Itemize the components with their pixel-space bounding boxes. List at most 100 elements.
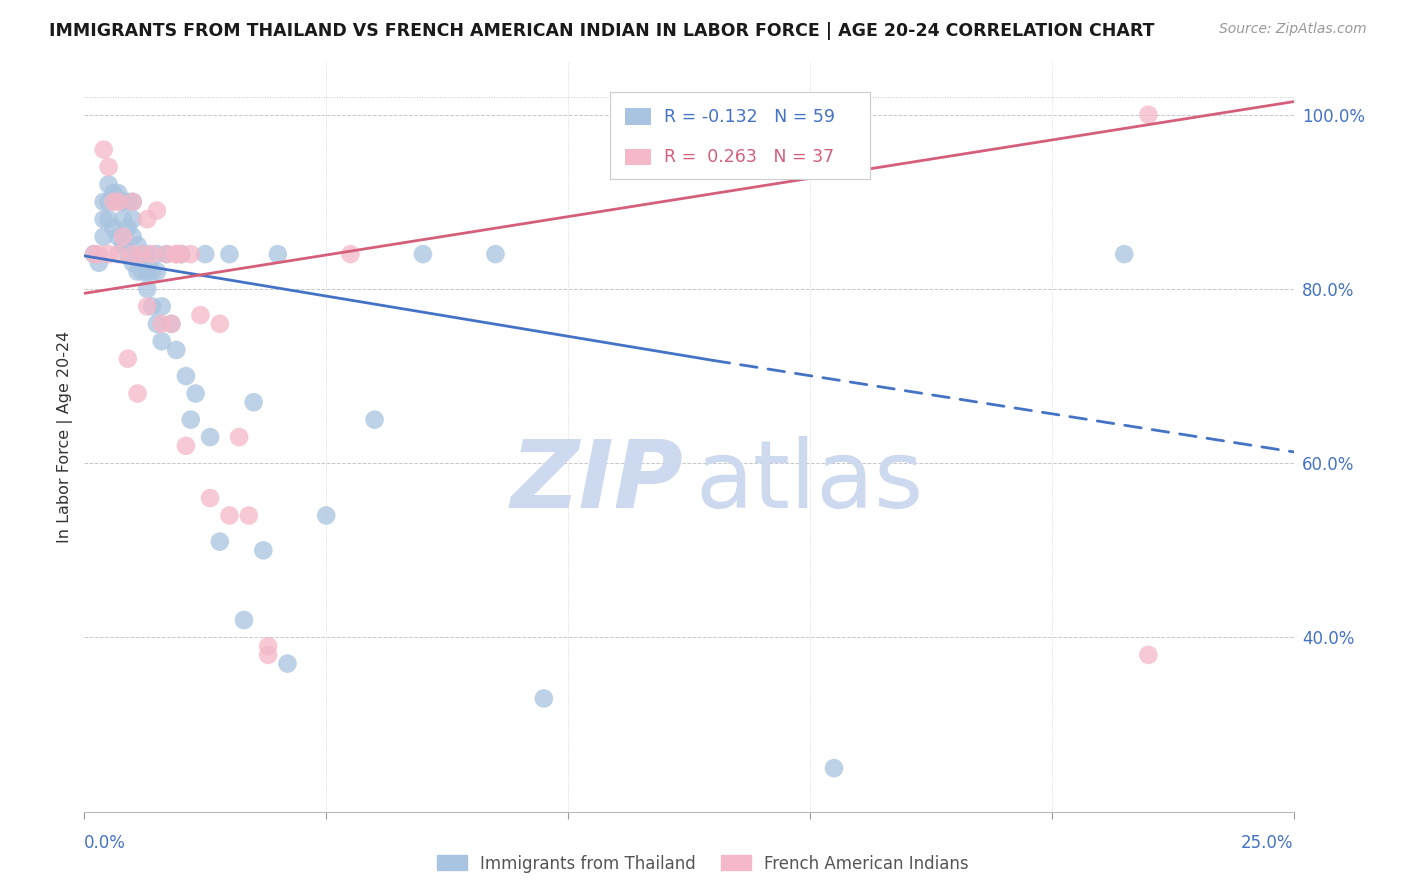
Point — [1114, 247, 1136, 261]
Point — [93, 212, 115, 227]
Point — [103, 186, 125, 201]
Point — [97, 160, 120, 174]
Point — [184, 386, 207, 401]
Point — [198, 430, 221, 444]
Point — [276, 657, 298, 671]
Point — [533, 691, 555, 706]
Point — [112, 229, 135, 244]
Point — [107, 186, 129, 201]
Point — [155, 247, 177, 261]
Text: IMMIGRANTS FROM THAILAND VS FRENCH AMERICAN INDIAN IN LABOR FORCE | AGE 20-24 CO: IMMIGRANTS FROM THAILAND VS FRENCH AMERI… — [49, 22, 1154, 40]
Point — [117, 351, 139, 366]
Point — [174, 369, 197, 384]
Point — [83, 247, 105, 261]
Point — [121, 194, 143, 209]
Point — [93, 143, 115, 157]
Point — [121, 194, 143, 209]
Point — [141, 299, 163, 313]
Point — [412, 247, 434, 261]
Point — [121, 256, 143, 270]
Point — [170, 247, 193, 261]
Point — [83, 247, 105, 261]
Point — [238, 508, 260, 523]
Point — [150, 317, 173, 331]
Text: Source: ZipAtlas.com: Source: ZipAtlas.com — [1219, 22, 1367, 37]
Point — [121, 212, 143, 227]
Point — [180, 412, 202, 426]
Point — [150, 299, 173, 313]
Point — [112, 238, 135, 252]
Point — [97, 247, 120, 261]
Text: 0.0%: 0.0% — [84, 833, 127, 852]
Point — [141, 264, 163, 278]
Point — [155, 247, 177, 261]
Point — [363, 412, 385, 426]
Point — [218, 247, 240, 261]
Point — [136, 282, 159, 296]
Point — [823, 761, 845, 775]
Point — [1137, 648, 1160, 662]
Point — [146, 247, 169, 261]
FancyBboxPatch shape — [610, 93, 870, 178]
Point — [141, 247, 163, 261]
Point — [107, 247, 129, 261]
Point — [180, 247, 202, 261]
Point — [127, 264, 149, 278]
Point — [97, 212, 120, 227]
Text: R =  0.263   N = 37: R = 0.263 N = 37 — [664, 148, 834, 166]
Point — [87, 256, 110, 270]
Point — [484, 247, 506, 261]
Point — [131, 264, 153, 278]
Point — [190, 308, 212, 322]
Point — [146, 317, 169, 331]
Point — [103, 194, 125, 209]
Point — [150, 334, 173, 349]
Point — [218, 508, 240, 523]
Point — [315, 508, 337, 523]
Point — [146, 203, 169, 218]
Point — [112, 194, 135, 209]
Point — [146, 264, 169, 278]
Text: 25.0%: 25.0% — [1241, 833, 1294, 852]
Point — [160, 317, 183, 331]
Point — [107, 229, 129, 244]
Point — [242, 395, 264, 409]
Point — [121, 229, 143, 244]
Point — [97, 178, 120, 192]
Point — [252, 543, 274, 558]
Point — [93, 229, 115, 244]
Point — [194, 247, 217, 261]
Point — [127, 238, 149, 252]
Point — [170, 247, 193, 261]
Point — [257, 639, 280, 653]
Point — [112, 212, 135, 227]
Point — [117, 221, 139, 235]
Text: ZIP: ZIP — [510, 436, 683, 528]
Point — [127, 386, 149, 401]
Point — [165, 343, 187, 357]
Point — [136, 264, 159, 278]
Point — [233, 613, 256, 627]
Point — [121, 247, 143, 261]
Point — [267, 247, 290, 261]
Point — [174, 439, 197, 453]
Point — [117, 247, 139, 261]
Point — [165, 247, 187, 261]
Point — [257, 648, 280, 662]
Text: atlas: atlas — [695, 436, 924, 528]
Point — [97, 194, 120, 209]
Text: R = -0.132   N = 59: R = -0.132 N = 59 — [664, 108, 835, 126]
Point — [107, 194, 129, 209]
Point — [93, 194, 115, 209]
Legend: Immigrants from Thailand, French American Indians: Immigrants from Thailand, French America… — [430, 848, 976, 880]
FancyBboxPatch shape — [624, 149, 651, 165]
Point — [87, 247, 110, 261]
Point — [131, 247, 153, 261]
Point — [165, 247, 187, 261]
Point — [136, 299, 159, 313]
Point — [103, 221, 125, 235]
Point — [160, 317, 183, 331]
Point — [136, 212, 159, 227]
Point — [1137, 108, 1160, 122]
Point — [136, 247, 159, 261]
